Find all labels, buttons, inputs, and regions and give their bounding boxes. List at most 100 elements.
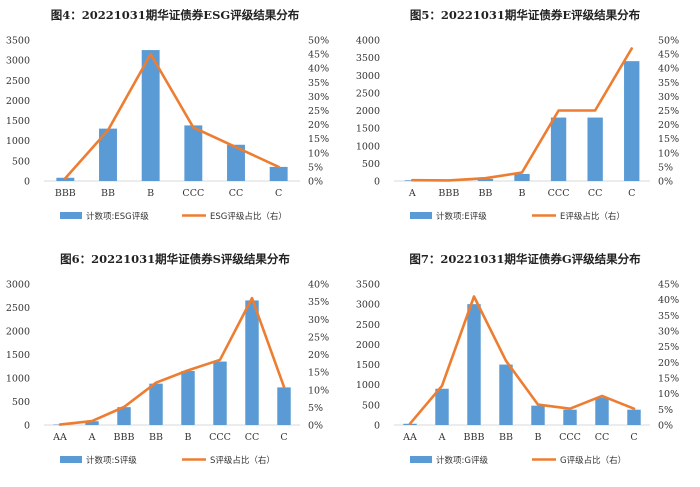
chart-svg: 图5：20221031期华证债券E评级结果分布 0 500 1000 1500 2000 2… <box>356 8 679 222</box>
chart-panel-e: 图5：20221031期华证债券E评级结果分布 0 500 1000 1500 2000 2… <box>350 0 700 243</box>
y-right-tick-label: 0% <box>308 421 323 432</box>
legend-bar-swatch <box>410 212 432 219</box>
category-label: CC <box>595 432 610 443</box>
y-right-tick-label: 40% <box>308 64 329 75</box>
y-right-tick-label: 25% <box>308 332 329 343</box>
category-label: AA <box>52 432 67 443</box>
bar <box>269 166 288 181</box>
y-left-tick-label: 2000 <box>6 327 30 338</box>
y-right-tick-label: 0% <box>658 421 673 432</box>
y-left-tick-label: 2500 <box>356 320 380 331</box>
category-label: BBB <box>55 188 76 199</box>
category-label: CC <box>588 188 603 199</box>
bar <box>624 61 640 181</box>
category-label: A <box>408 188 416 199</box>
bar <box>563 409 577 425</box>
y-right-tick-label: 30% <box>658 327 679 338</box>
category-label: A <box>438 432 446 443</box>
y-left-tick-label: 500 <box>362 400 380 411</box>
chart-title: 图4：20221031期华证债券ESG评级结果分布 <box>51 8 300 22</box>
y-right-tick-label: 25% <box>308 106 329 117</box>
y-left-tick-label: 0 <box>24 421 30 432</box>
legend-line-label: ESG评级占比（右） <box>210 211 287 222</box>
category-label: BB <box>101 188 115 199</box>
category-label: CC <box>245 432 260 443</box>
y-left-tick-label: 0 <box>374 421 380 432</box>
y-right-tick-label: 15% <box>308 368 329 379</box>
y-left-tick-label: 0 <box>374 177 380 188</box>
y-left-tick-label: 3000 <box>6 56 30 67</box>
y-right-tick-label: 30% <box>308 315 329 326</box>
y-left-tick-label: 4000 <box>356 36 380 47</box>
y-right-tick-label: 0% <box>658 177 673 188</box>
y-right-tick-label: 10% <box>308 385 329 396</box>
category-label: C <box>275 188 282 199</box>
chart-title: 图5：20221031期华证债券E评级结果分布 <box>410 8 641 22</box>
category-label: B <box>535 432 542 443</box>
chart-title: 图6：20221031期华证债券S评级结果分布 <box>60 252 290 266</box>
y-right-tick-label: 40% <box>658 64 679 75</box>
category-label: AA <box>402 432 417 443</box>
legend-bar-swatch <box>60 456 82 463</box>
chart-panel-g: 图7：20221031期华证债券G评级结果分布 0 500 1000 1500 2000 2… <box>350 244 700 487</box>
y-right-tick-label: 20% <box>308 350 329 361</box>
category-label: BBB <box>114 432 135 443</box>
chart-panel-s: 图6：20221031期华证债券S评级结果分布 0 500 1000 1500 2000 2… <box>0 244 350 487</box>
bar <box>227 144 245 181</box>
y-right-tick-label: 50% <box>658 36 679 47</box>
category-label: C <box>630 432 637 443</box>
y-right-tick-label: 20% <box>308 120 329 131</box>
y-left-tick-label: 2500 <box>6 303 30 314</box>
legend-line-label: S评级占比（右） <box>210 455 275 466</box>
legend-bar-swatch <box>410 456 432 463</box>
bar <box>477 178 494 181</box>
y-right-tick-label: 25% <box>658 106 679 117</box>
chart-title: 图7：20221031期华证债券G评级结果分布 <box>409 252 641 266</box>
bar <box>117 407 131 425</box>
bar <box>627 409 641 425</box>
y-left-tick-label: 1000 <box>356 141 380 152</box>
y-right-tick-label: 35% <box>658 311 679 322</box>
legend-bar-label: 计数项:G评级 <box>436 455 488 466</box>
category-label: BB <box>499 432 513 443</box>
chart-svg: 图4：20221031期华证债券ESG评级结果分布 0 500 1000 1500 200… <box>6 8 329 222</box>
category-label: C <box>628 188 635 199</box>
category-label: CCC <box>548 188 570 199</box>
bar <box>514 173 530 181</box>
category-label: BBB <box>464 432 485 443</box>
legend-bar-label: 计数项:S评级 <box>86 455 137 466</box>
y-left-tick-label: 500 <box>362 159 380 170</box>
y-right-tick-label: 45% <box>658 50 679 61</box>
bar <box>181 370 195 425</box>
y-right-tick-label: 40% <box>308 280 329 291</box>
y-right-tick-label: 35% <box>308 78 329 89</box>
bar <box>595 397 609 425</box>
y-left-tick-label: 1500 <box>6 350 30 361</box>
bar <box>99 128 117 181</box>
legend: 计数项:ESG评级 ESG评级占比（右） <box>60 211 287 222</box>
y-left-tick-label: 1000 <box>356 380 380 391</box>
category-label: BBB <box>438 188 459 199</box>
y-left-tick-label: 3000 <box>356 71 380 82</box>
legend-line-label: E评级占比（右） <box>560 211 625 222</box>
y-right-tick-label: 40% <box>658 295 679 306</box>
y-right-tick-label: 30% <box>658 92 679 103</box>
y-right-tick-label: 25% <box>658 342 679 353</box>
line-series <box>410 47 634 182</box>
y-right-tick-label: 35% <box>658 78 679 89</box>
y-right-tick-label: 5% <box>308 162 323 173</box>
y-left-tick-label: 2500 <box>6 76 30 87</box>
category-label: CCC <box>559 432 581 443</box>
y-left-tick-label: 0 <box>24 177 30 188</box>
bar <box>213 361 227 425</box>
y-right-tick-label: 20% <box>658 120 679 131</box>
y-left-tick-label: 3000 <box>6 280 30 291</box>
y-left-tick-label: 500 <box>12 156 30 167</box>
y-right-tick-label: 35% <box>308 297 329 308</box>
y-right-tick-label: 30% <box>308 92 329 103</box>
category-label: B <box>519 188 526 199</box>
y-right-tick-label: 10% <box>658 389 679 400</box>
line-series <box>408 295 636 425</box>
y-left-tick-label: 3500 <box>6 36 30 47</box>
y-left-tick-label: 2000 <box>356 340 380 351</box>
